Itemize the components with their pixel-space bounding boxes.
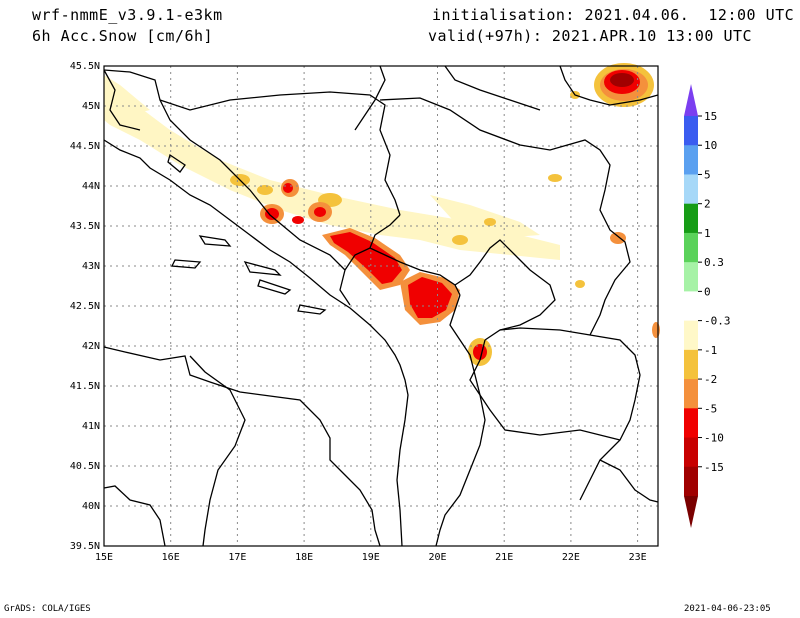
lat-tick-label: 43N [82,261,100,272]
footer-credit: GrADS: COLA/IGES [4,604,91,614]
lat-tick-label: 39.5N [70,541,100,552]
colorbar-label: -10 [704,432,724,445]
lat-tick-label: 41N [82,421,100,432]
lat-tick-label: 45.5N [70,61,100,72]
map-frame [103,65,659,547]
colorbar-label: 1 [704,227,711,240]
lat-tick-label: 42.5N [70,301,100,312]
colorbar-swatch [684,203,698,234]
colorbar-label: 0.3 [704,256,724,269]
colorbar-swatch [684,262,698,292]
colorbar-label: 0 [704,285,711,298]
latitude-axis: 39.5N 40N 40.5N 41N 41.5N 42N 42.5N 43N 43.5N 44N… [70,61,100,552]
lat-tick-label: 41.5N [70,381,100,392]
lon-tick-label: 23E [629,552,647,563]
lon-tick-label: 17E [228,552,246,563]
colorbar-swatch [684,291,698,322]
colorbar-top-arrow [684,84,698,116]
lon-tick-label: 20E [428,552,446,563]
colorbar-label: 15 [704,110,717,123]
lon-tick-label: 21E [495,552,513,563]
colorbar-swatch [684,232,698,263]
lat-tick-label: 42N [82,341,100,352]
footer-timestamp: 2021-04-06-23:05 [684,604,771,614]
colorbar-swatch [684,320,698,351]
longitude-axis: 15E 16E 17E 18E 19E 20E 21E 22E 23E [95,552,647,563]
lat-tick-label: 40.5N [70,461,100,472]
colorbar-swatch [684,437,698,468]
lat-tick-label: 43.5N [70,221,100,232]
model-title: wrf-nmmE_v3.9.1-e3km [32,6,223,24]
colorbar: 15 10 5 2 1 0.3 0 -0.3 -1 -2 -5 -10 -15 [684,84,731,528]
colorbar-label: 2 [704,198,711,211]
coastlines-borders [103,65,659,547]
colorbar-label: 5 [704,168,711,181]
lat-tick-label: 44N [82,181,100,192]
colorbar-swatch [684,116,698,146]
colorbar-bottom-arrow [684,496,698,528]
lon-tick-label: 16E [162,552,180,563]
colorbar-label: -0.3 [704,315,731,328]
lon-tick-label: 22E [562,552,580,563]
lat-tick-label: 40N [82,501,100,512]
snow-field [104,63,660,366]
valid-time: valid(+97h): 2021.APR.10 13:00 UTC [428,27,753,45]
colorbar-label: -1 [704,344,717,357]
lat-tick-label: 44.5N [70,141,100,152]
grid-lines [104,66,658,546]
colorbar-swatch [684,466,698,497]
field-title: 6h Acc.Snow [cm/6h] [32,27,214,45]
lon-tick-label: 15E [95,552,113,563]
colorbar-swatch [684,408,698,439]
colorbar-swatch [684,349,698,380]
colorbar-label: 10 [704,139,717,152]
colorbar-label: -5 [704,402,717,415]
lat-tick-label: 45N [82,101,100,112]
lon-tick-label: 18E [295,552,313,563]
colorbar-swatch [684,379,698,409]
colorbar-swatch [684,145,698,175]
colorbar-label: -2 [704,373,717,386]
colorbar-label: -15 [704,461,724,474]
lon-tick-label: 19E [362,552,380,563]
init-time: initialisation: 2021.04.06. 12:00 UTC [432,6,795,24]
colorbar-swatch [684,174,698,205]
